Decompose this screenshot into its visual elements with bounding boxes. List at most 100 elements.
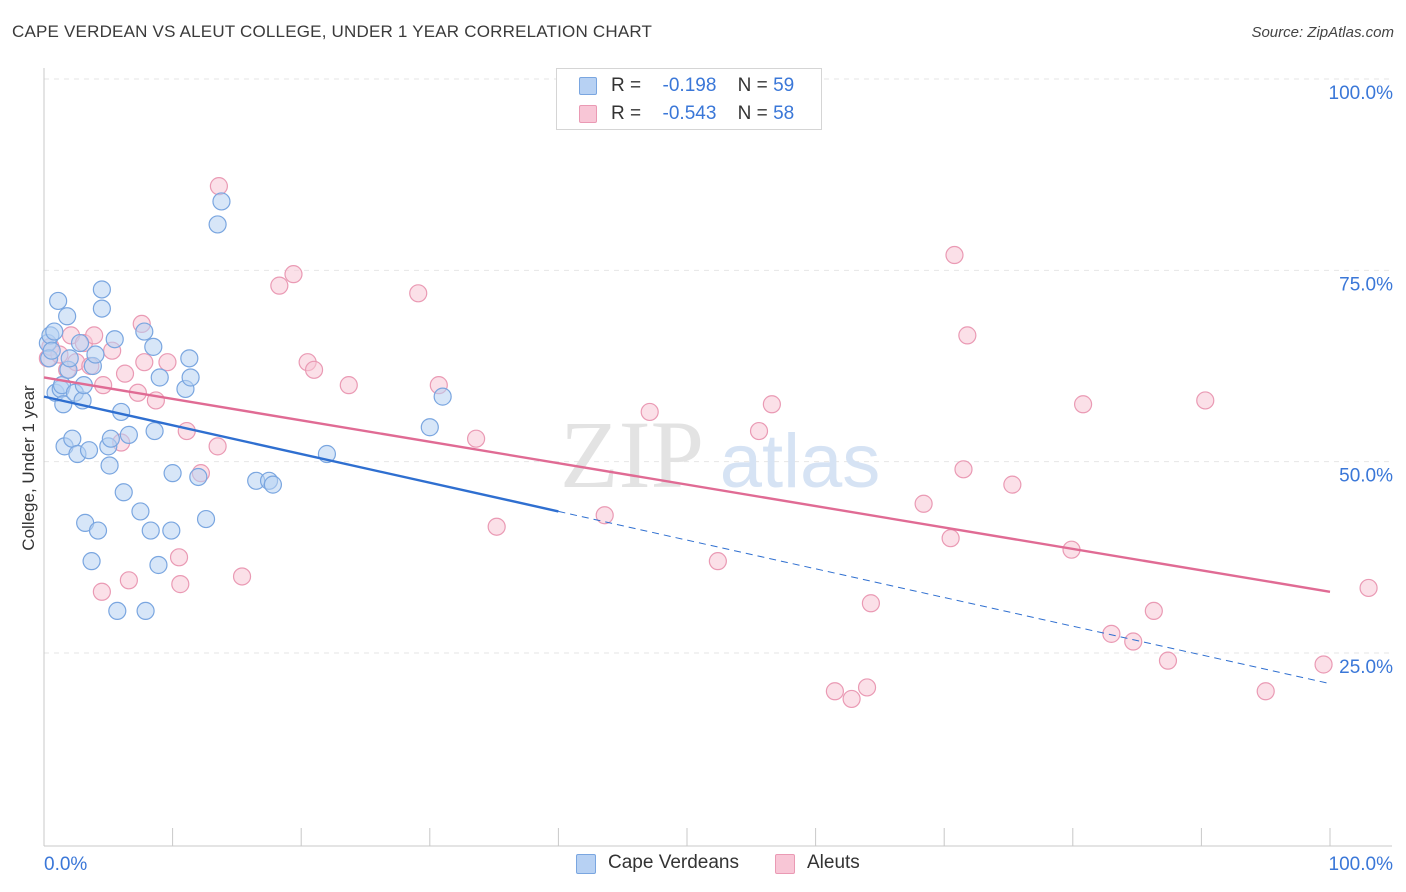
point-aleuts [857, 678, 877, 697]
series-legend: Cape Verdeans Aleuts [0, 852, 1406, 878]
point-cape-verdeans [88, 521, 108, 540]
y-tick-label: 25.0% [1339, 657, 1393, 678]
point-aleuts [595, 506, 614, 525]
point-cape-verdeans [162, 521, 181, 540]
point-aleuts [945, 245, 964, 265]
point-aleuts [177, 421, 196, 441]
point-aleuts [1314, 655, 1333, 674]
point-cape-verdeans [45, 322, 64, 341]
point-aleuts [825, 682, 844, 701]
y-axis-title: College, Under 1 year [19, 385, 38, 551]
point-aleuts [115, 364, 135, 383]
axes [43, 68, 1392, 847]
point-cape-verdeans [86, 345, 105, 364]
point-aleuts [1158, 651, 1178, 670]
point-cape-verdeans [101, 429, 120, 448]
point-cape-verdeans [135, 322, 154, 341]
point-cape-verdeans [180, 349, 199, 368]
point-cape-verdeans [92, 299, 111, 318]
n-label: N = [737, 103, 768, 124]
point-cape-verdeans [70, 333, 90, 353]
point-cape-verdeans [100, 456, 119, 475]
point-cape-verdeans [105, 330, 124, 349]
point-cape-verdeans [144, 337, 163, 356]
point-aleuts [487, 517, 506, 536]
y-tick-labels: 25.0% 50.0% 75.0% 100.0% [1329, 83, 1394, 678]
legend-label: Aleuts [807, 852, 860, 873]
point-cape-verdeans [63, 429, 82, 448]
point-cape-verdeans [420, 418, 439, 437]
trend-lines [43, 376, 1331, 685]
n-value: 58 [773, 103, 795, 124]
point-cape-verdeans [119, 425, 138, 444]
point-aleuts [158, 353, 177, 372]
point-cape-verdeans [42, 341, 61, 360]
point-aleuts [1359, 578, 1378, 598]
point-aleuts [1003, 475, 1022, 494]
point-aleuts [85, 326, 104, 345]
point-aleuts [842, 689, 861, 709]
point-aleuts [135, 353, 154, 372]
point-aleuts [232, 567, 252, 586]
x-tick-label-left: 0.0% [44, 854, 87, 875]
point-cape-verdeans [79, 441, 99, 460]
x-tick-labels: 0.0% 100.0% [44, 854, 1393, 875]
point-aleuts [209, 177, 228, 196]
point-aleuts [92, 582, 111, 601]
point-cape-verdeans [49, 291, 68, 311]
point-aleuts [749, 421, 769, 441]
point-aleuts [409, 284, 428, 303]
point-cape-verdeans [145, 421, 164, 441]
point-aleuts [208, 437, 227, 456]
point-aleuts [169, 548, 189, 567]
source-label: Source: ZipAtlas.com [1251, 24, 1394, 41]
point-cape-verdeans [141, 521, 160, 540]
point-cape-verdeans [181, 368, 200, 387]
point-cape-verdeans [149, 555, 168, 575]
x-tick-label-right: 100.0% [1329, 854, 1394, 875]
r-label: R = [611, 103, 642, 124]
point-aleuts [958, 326, 977, 345]
trend-line-aleuts [43, 376, 1331, 593]
point-cape-verdeans [163, 464, 182, 483]
swatch-aleuts [579, 105, 597, 123]
point-cape-verdeans [150, 368, 169, 387]
point-aleuts [1102, 624, 1121, 643]
swatch-aleuts [775, 854, 795, 874]
watermark-zip: ZIP [560, 401, 704, 508]
point-cape-verdeans [92, 280, 111, 299]
point-aleuts [119, 571, 138, 590]
point-aleuts [270, 276, 289, 295]
point-cape-verdeans [208, 215, 227, 234]
point-aleuts [914, 494, 933, 513]
point-aleuts [1256, 682, 1275, 701]
n-value: 59 [773, 75, 795, 96]
y-tick-label: 50.0% [1339, 466, 1393, 487]
point-aleuts [954, 460, 973, 479]
series-aleuts [38, 177, 1378, 709]
point-cape-verdeans [196, 509, 216, 529]
legend-label: Cape Verdeans [608, 852, 739, 873]
correlation-legend: R = -0.198 N = 59 R = -0.543 N = 58 [556, 68, 822, 130]
point-aleuts [1144, 601, 1163, 621]
trend-line-cape-verdeans [43, 395, 559, 513]
point-cape-verdeans [60, 349, 79, 368]
point-aleuts [640, 402, 659, 422]
watermark-atlas: atlas [720, 419, 881, 504]
y-tick-label: 100.0% [1329, 83, 1394, 104]
point-aleuts [304, 360, 324, 379]
chart-title: CAPE VERDEAN VS ALEUT COLLEGE, UNDER 1 Y… [12, 22, 653, 41]
point-aleuts [861, 594, 880, 613]
point-cape-verdeans [108, 601, 127, 621]
point-aleuts [762, 395, 781, 414]
point-cape-verdeans [136, 601, 155, 621]
swatch-cape-verdeans [579, 77, 597, 95]
r-value: -0.198 [662, 75, 717, 96]
point-aleuts [708, 552, 727, 571]
r-value: -0.543 [662, 103, 717, 124]
y-tick-label: 75.0% [1339, 274, 1393, 295]
r-label: R = [611, 75, 642, 96]
point-aleuts [339, 376, 358, 395]
point-aleuts [941, 529, 960, 548]
point-cape-verdeans [131, 502, 150, 521]
